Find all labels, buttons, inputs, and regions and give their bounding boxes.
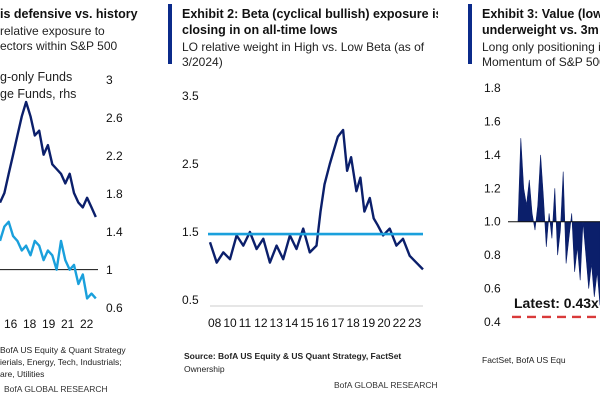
exhibit-3-subtitle-line-1: Long only positioning in [482, 40, 600, 54]
exhibit-3-title-line-1: Exhibit 3: Value (low f [482, 7, 600, 21]
y-tick-label-right: 2.6 [106, 111, 123, 125]
exhibit-1-source-line-3: are, Utilities [0, 369, 45, 379]
exhibit-2-panel: Exhibit 2: Beta (cyclical bullish) expos… [168, 0, 438, 400]
exhibit-3-source-line-1: FactSet, BofA US Equ [482, 355, 566, 365]
x-tick-label: 20 [377, 316, 391, 330]
x-tick-label: 22 [80, 317, 94, 331]
y-tick-label-right: 1.8 [106, 187, 123, 201]
y-tick-label: 1.6 [484, 114, 501, 128]
exhibit-3-chart: Latest: 0.43x 1.8 1.6 1.4 1.2 1.0 0.8 0.6 0.4 [484, 81, 600, 329]
exhibit-3-title-line-2: underweight vs. 3m M [482, 23, 600, 37]
y-tick-label: 0.8 [484, 248, 501, 262]
exhibit-1-legend-hedge-funds: ge Funds, rhs [0, 87, 77, 101]
y-tick-label: 3.5 [182, 89, 199, 103]
y-tick-label: 2.5 [182, 157, 199, 171]
exhibit-2-source-line-1: Source: BofA US Equity & US Quant Strate… [184, 351, 402, 361]
y-tick-label: 1.4 [484, 148, 501, 162]
y-tick-label: 1.5 [182, 225, 199, 239]
y-tick-label-right: 0.6 [106, 301, 123, 315]
exhibit-2-chart: 3.5 2.5 1.5 0.5 08 10 11 12 13 14 15 16 17 18 19 20 22 23 [182, 89, 424, 330]
exhibit-2-title-line-1: Exhibit 2: Beta (cyclical bullish) expos… [182, 7, 438, 21]
y-tick-label: 1.8 [484, 81, 501, 95]
exhibit-2-source-line-2: Ownership [184, 364, 225, 374]
x-tick-label: 17 [331, 316, 345, 330]
y-tick-label: 0.4 [484, 315, 501, 329]
exhibit-2-title-line-2: closing in on all-time lows [182, 23, 338, 37]
exhibit-2-subtitle-line-2: 3/2024) [182, 55, 223, 69]
exhibit-2-subtitle-line-1: LO relative weight in High vs. Low Beta … [182, 40, 425, 54]
x-tick-label: 23 [408, 316, 422, 330]
x-tick-label: 15 [300, 316, 314, 330]
x-tick-label: 08 [208, 316, 222, 330]
exhibit-1-source-line-1: BofA US Equity & Quant Strategy [0, 345, 126, 355]
beta-series-line [208, 128, 424, 271]
exhibit-1-source-line-2: ierials, Energy, Tech, Industrials; [0, 357, 122, 367]
exhibit-1-legend-long-only: g-only Funds [0, 70, 73, 84]
exhibit-1-title: is defensive vs. history [0, 7, 138, 21]
x-tick-label: 14 [285, 316, 299, 330]
exhibit-1-brand: BofA GLOBAL RESEARCH [4, 384, 108, 394]
y-tick-label-right: 1.4 [106, 225, 123, 239]
exhibit-1-subtitle-line-2: ectors within S&P 500 [0, 39, 118, 53]
x-tick-label: 10 [223, 316, 237, 330]
hedge-funds-series-line [0, 220, 97, 300]
y-tick-label-right: 2.2 [106, 149, 123, 163]
x-tick-label: 12 [254, 316, 268, 330]
exhibit-1-subtitle-line-1: relative exposure to [0, 24, 105, 38]
x-tick-label: 18 [346, 316, 360, 330]
y-tick-label: 0.6 [484, 282, 501, 296]
x-tick-label: 19 [42, 317, 56, 331]
x-tick-label: 21 [61, 317, 75, 331]
exhibit-3-accent-bar [468, 4, 472, 64]
x-tick-label: 19 [362, 316, 376, 330]
x-tick-label: 13 [270, 316, 284, 330]
y-tick-label-right: 1 [106, 263, 113, 277]
latest-annotation: Latest: 0.43x [514, 295, 599, 311]
y-tick-label: 1.2 [484, 181, 501, 195]
exhibit-1-chart: 3 2.6 2.2 1.8 1.4 1 0.6 16 18 19 21 22 [0, 73, 123, 331]
y-tick-label: 1.0 [484, 215, 501, 229]
x-tick-label: 18 [23, 317, 37, 331]
x-tick-label: 11 [239, 316, 252, 330]
exhibit-3-panel: Exhibit 3: Value (low f underweight vs. … [468, 0, 600, 400]
y-tick-label-right: 3 [106, 73, 113, 87]
exhibit-1-panel: is defensive vs. history relative exposu… [0, 0, 150, 400]
x-tick-label: 22 [393, 316, 407, 330]
x-tick-label: 16 [316, 316, 330, 330]
exhibit-3-subtitle-line-2: Momentum of S&P 500 [482, 55, 600, 69]
y-tick-label: 0.5 [182, 293, 199, 307]
exhibit-2-accent-bar [168, 4, 172, 64]
exhibit-2-brand: BofA GLOBAL RESEARCH [334, 380, 438, 390]
long-only-series-line [0, 100, 97, 218]
x-tick-label: 16 [4, 317, 18, 331]
